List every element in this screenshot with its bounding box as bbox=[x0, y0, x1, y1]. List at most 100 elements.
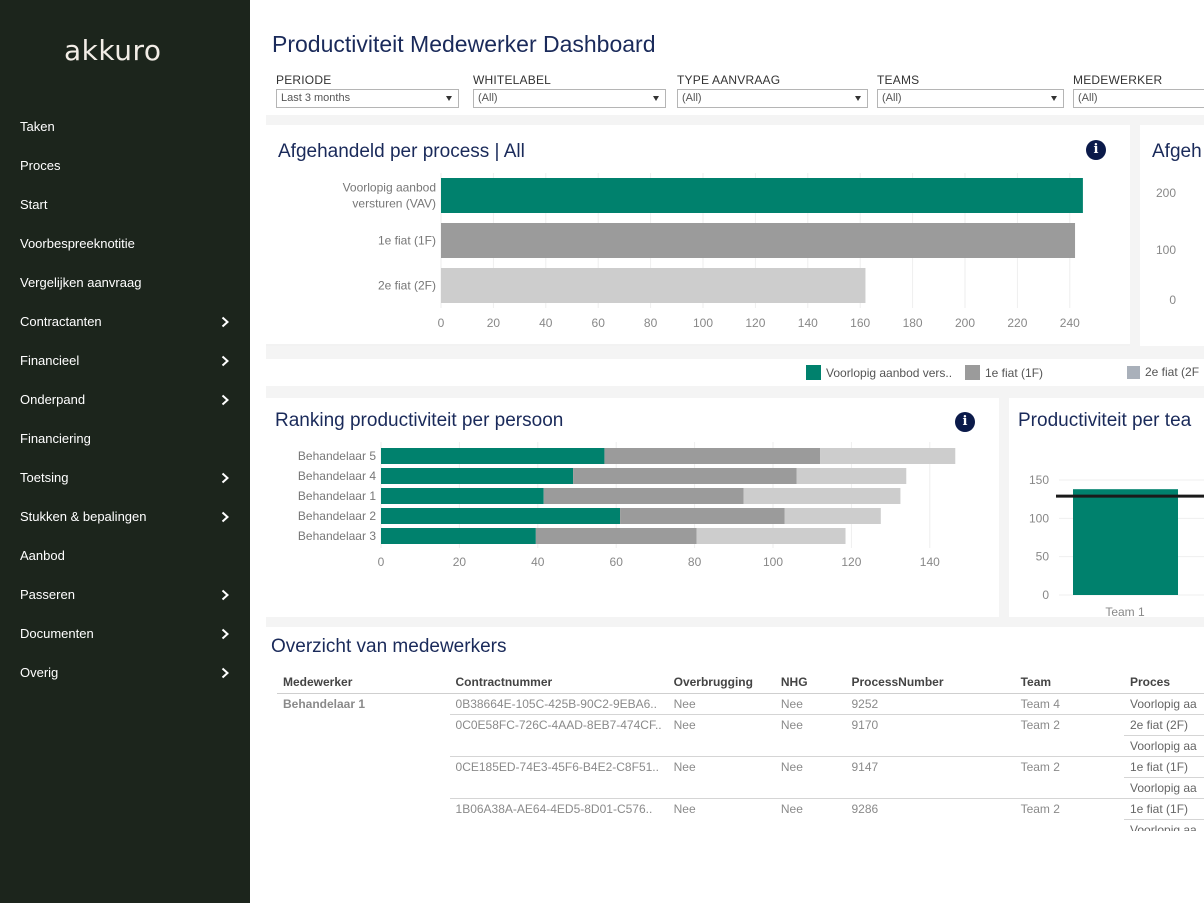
cell-empty bbox=[845, 819, 1014, 831]
category-label: Behandelaar 1 bbox=[298, 489, 376, 503]
filter-periode: PERIODE Last 3 months bbox=[276, 73, 459, 108]
sidebar: akkuro Taken Proces Start Voorbespreeknotit… bbox=[0, 0, 250, 903]
filter-periode-label: PERIODE bbox=[276, 73, 332, 87]
sidebar-item-onderpand[interactable]: Onderpand bbox=[0, 380, 250, 419]
y-tick-label: 50 bbox=[1036, 550, 1050, 564]
bar-segment bbox=[543, 488, 744, 504]
info-icon[interactable]: i bbox=[955, 412, 975, 432]
table-row[interactable]: Voorlopig aa bbox=[277, 818, 1204, 831]
sidebar-item-stukken-bepalingen[interactable]: Stukken & bepalingen bbox=[0, 497, 250, 536]
cell-processnumber: 9170 bbox=[845, 713, 1015, 735]
column-header[interactable]: ProcessNumber bbox=[845, 671, 1015, 694]
column-header[interactable]: Contractnummer bbox=[449, 671, 668, 694]
cell-nhg: Nee bbox=[774, 797, 846, 819]
x-tick-label: 140 bbox=[920, 555, 940, 569]
category-label: Behandelaar 2 bbox=[298, 509, 376, 523]
table-row[interactable]: 0CE185ED-74E3-45F6-B4E2-C8F51.. Nee Nee 914… bbox=[277, 755, 1204, 777]
cell-proces: 2e fiat (2F) bbox=[1124, 713, 1204, 735]
sidebar-item-documenten[interactable]: Documenten bbox=[0, 614, 250, 653]
cell-empty bbox=[775, 735, 846, 756]
filter-whitelabel-select[interactable]: (All) bbox=[473, 89, 666, 108]
overview-title: Overzicht van medewerkers bbox=[271, 636, 507, 657]
filter-type-aanvraag-select[interactable]: (All) bbox=[677, 89, 868, 108]
category-label: 2e fiat (2F) bbox=[378, 279, 436, 293]
x-tick-label: 100 bbox=[693, 316, 713, 330]
legend-item-1f[interactable]: 1e fiat (1F) bbox=[965, 365, 1043, 380]
partial-chart: 0 100 200 bbox=[1156, 186, 1176, 307]
table-row[interactable]: Voorlopig aa bbox=[277, 776, 1204, 798]
cell-contractnummer: 1B06A38A-AE64-4ED5-8D01-C576.. bbox=[449, 797, 668, 819]
x-tick-label: 20 bbox=[453, 555, 467, 569]
bar-segment bbox=[573, 468, 797, 484]
filter-type-aanvraag-label: TYPE AANVRAAG bbox=[677, 73, 781, 87]
panel-team: Productiviteit per tea 0 50 100 150 Team 1 bbox=[1009, 398, 1204, 617]
cell-processnumber: 9147 bbox=[845, 755, 1015, 777]
column-header[interactable]: Team bbox=[1014, 671, 1124, 694]
table-row[interactable]: Behandelaar 1 0B38664E-105C-425B-90C2-9EB… bbox=[277, 693, 1204, 714]
chevron-right-icon bbox=[221, 667, 229, 678]
sidebar-item-toetsing[interactable]: Toetsing bbox=[0, 458, 250, 497]
sidebar-item-label: Vergelijken aanvraag bbox=[20, 275, 142, 290]
x-tick-label: 100 bbox=[763, 555, 783, 569]
panel-afgehandeld-per-process: Afgehandeld per process | All i 0 20 40 60 8… bbox=[266, 125, 1130, 346]
bar bbox=[441, 268, 866, 303]
column-header[interactable]: Medewerker bbox=[277, 671, 450, 694]
cell-nhg: Nee bbox=[780, 696, 803, 711]
panel-process-title: Afgehandeld per process | All bbox=[278, 141, 525, 162]
table-row[interactable]: 0C0E58FC-726C-4AAD-8EB7-474CF.. Nee Nee 917… bbox=[277, 713, 1204, 735]
filter-medewerker-select[interactable]: (All) bbox=[1073, 89, 1204, 108]
cell-nhg: Nee bbox=[774, 755, 846, 777]
column-header[interactable]: Proces bbox=[1124, 671, 1204, 694]
category-label: Behandelaar 4 bbox=[298, 469, 376, 483]
legend-item-vav[interactable]: Voorlopig aanbod vers.. bbox=[806, 365, 952, 380]
x-tick-label: 220 bbox=[1007, 316, 1027, 330]
sidebar-item-passeren[interactable]: Passeren bbox=[0, 575, 250, 614]
cell-empty bbox=[1015, 819, 1124, 831]
legend-label: Voorlopig aanbod vers.. bbox=[826, 365, 953, 380]
cell-proces: 1e fiat (1F) bbox=[1124, 755, 1204, 777]
x-tick-label: 160 bbox=[850, 316, 870, 330]
sidebar-item-contractanten[interactable]: Contractanten bbox=[0, 302, 250, 341]
column-header[interactable]: Overbrugging bbox=[667, 671, 775, 694]
sidebar-item-label: Documenten bbox=[20, 626, 94, 641]
bar-segment bbox=[381, 488, 544, 504]
ranking-stacked-bar-chart: 0 20 40 60 80 100 120 140 Behandelaar 5 Behandela… bbox=[298, 442, 956, 569]
filter-whitelabel-value: (All) bbox=[478, 92, 498, 104]
sidebar-item-overig[interactable]: Overig bbox=[0, 653, 250, 692]
chevron-right-icon bbox=[221, 394, 229, 405]
filter-periode-select[interactable]: Last 3 months bbox=[276, 89, 459, 108]
dropdown-arrow-icon bbox=[1051, 96, 1057, 101]
sidebar-item-taken[interactable]: Taken bbox=[0, 107, 250, 146]
table-row[interactable]: 1B06A38A-AE64-4ED5-8D01-C576.. Nee Nee 9286… bbox=[277, 797, 1204, 819]
cell-nhg: Nee bbox=[774, 713, 846, 735]
filter-teams-value: (All) bbox=[882, 92, 902, 104]
x-tick-label: 240 bbox=[1060, 316, 1080, 330]
legend-item-2f[interactable]: 2e fiat (2F bbox=[1127, 365, 1199, 379]
chevron-right-icon bbox=[221, 511, 229, 522]
sidebar-item-aanbod[interactable]: Aanbod bbox=[0, 536, 250, 575]
filter-teams-select[interactable]: (All) bbox=[877, 89, 1064, 108]
sidebar-item-financieel[interactable]: Financieel bbox=[0, 341, 250, 380]
category-label: Behandelaar 3 bbox=[298, 529, 376, 543]
cell-proces: 1e fiat (1F) bbox=[1124, 797, 1204, 819]
cell-empty bbox=[1015, 735, 1124, 756]
sidebar-item-start[interactable]: Start bbox=[0, 185, 250, 224]
sidebar-item-label: Voorbespreeknotitie bbox=[20, 236, 135, 251]
akkuro-logo[interactable]: akkuro bbox=[64, 34, 162, 67]
x-tick-label: 40 bbox=[531, 555, 545, 569]
sidebar-item-vergelijken-aanvraag[interactable]: Vergelijken aanvraag bbox=[0, 263, 250, 302]
sidebar-item-voorbespreeknotitie[interactable]: Voorbespreeknotitie bbox=[0, 224, 250, 263]
panel-overzicht: Overzicht van medewerkers Medewerker Cont… bbox=[266, 627, 1204, 831]
sidebar-item-proces[interactable]: Proces bbox=[0, 146, 250, 185]
sidebar-item-label: Toetsing bbox=[20, 470, 69, 485]
sidebar-item-financiering[interactable]: Financiering bbox=[0, 419, 250, 458]
info-icon[interactable]: i bbox=[1086, 140, 1106, 160]
sidebar-item-label: Passeren bbox=[20, 587, 75, 602]
x-tick-label: 120 bbox=[841, 555, 861, 569]
cell-contractnummer: 0B38664E-105C-425B-90C2-9EBA6.. bbox=[455, 696, 657, 711]
panel-afgehandeld-partial: Afgeh 0 100 200 bbox=[1140, 125, 1204, 346]
dropdown-arrow-icon bbox=[855, 96, 861, 101]
sidebar-nav: Taken Proces Start Voorbespreeknotitie Verge… bbox=[0, 107, 250, 692]
table-row[interactable]: Voorlopig aa bbox=[277, 734, 1204, 756]
column-header[interactable]: NHG bbox=[774, 671, 846, 694]
